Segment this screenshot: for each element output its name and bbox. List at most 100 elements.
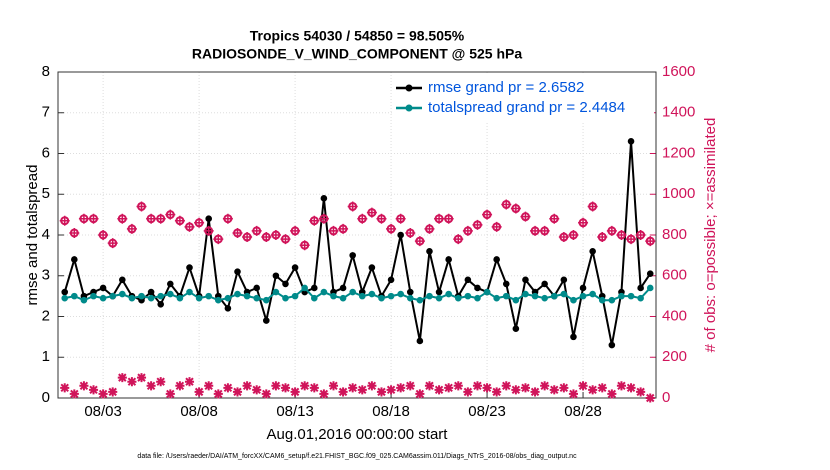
point [282, 280, 289, 288]
y2-tick-label: 0 [662, 389, 670, 406]
point [627, 137, 635, 145]
footnote: data file: /Users/raeder/DAI/ATM_forcXX/… [137, 453, 577, 460]
point [637, 284, 644, 292]
assimilated-marker [204, 381, 214, 391]
possible-cross [309, 215, 320, 226]
possible-cross [549, 213, 560, 224]
assimilated-marker [386, 385, 396, 395]
possible-cross [98, 230, 109, 240]
point [512, 296, 520, 304]
assimilated-marker [367, 381, 377, 391]
assimilated-marker [568, 389, 579, 399]
plot-frame [57, 71, 657, 399]
assimilated-marker [271, 381, 281, 391]
assimilated-marker [232, 387, 243, 397]
point [349, 252, 356, 259]
assimilated-marker [472, 381, 483, 391]
point [71, 292, 78, 300]
assimilated-marker [194, 387, 204, 397]
possible-cross [203, 225, 214, 236]
point [234, 290, 241, 298]
possible-cross [261, 232, 272, 243]
y-tick-label: 7 [42, 104, 50, 121]
point [320, 195, 328, 202]
point [570, 333, 577, 341]
point [90, 292, 97, 300]
point [157, 300, 165, 308]
point [474, 284, 481, 292]
assimilated-marker [626, 383, 636, 393]
x-tick-label: 08/28 [564, 403, 602, 420]
possible-cross [78, 213, 89, 224]
point [464, 276, 472, 284]
assimilated-marker [338, 387, 348, 397]
possible-cross [338, 223, 349, 234]
assimilated-marker [482, 383, 492, 393]
legend-label: totalspread grand pr = 2.4484 [428, 99, 625, 116]
legend-marker [405, 104, 413, 112]
assimilated-marker [597, 383, 607, 393]
point [339, 294, 347, 302]
assimilated-marker [328, 381, 339, 391]
x-tick-label: 08/18 [372, 403, 410, 420]
assimilated-marker [309, 383, 319, 393]
assimilated-marker [348, 383, 358, 393]
point [291, 292, 299, 300]
y-tick-label: 0 [42, 389, 50, 406]
point [224, 305, 232, 312]
point [522, 276, 529, 284]
point [387, 292, 395, 300]
assimilated-marker [376, 387, 387, 397]
possible-cross [107, 238, 118, 249]
possible-cross [347, 201, 358, 212]
point [253, 294, 260, 302]
point [560, 290, 568, 298]
possible-cross [616, 230, 627, 240]
point [138, 292, 145, 300]
assimilated-marker [588, 385, 598, 395]
assimilated-marker [492, 387, 502, 397]
point [358, 292, 366, 300]
y2-tick-label: 200 [662, 348, 687, 365]
assimilated-marker [357, 385, 367, 395]
y2-tick-label: 800 [662, 226, 687, 243]
point [167, 280, 174, 288]
point [262, 296, 270, 304]
assimilated-marker [636, 387, 646, 397]
y2-tick-label: 1600 [662, 63, 695, 80]
assimilated-marker [79, 381, 89, 391]
assimilated-marker [530, 387, 540, 397]
point [598, 296, 606, 304]
assimilated-marker [88, 385, 99, 395]
possible-cross [501, 199, 512, 210]
point [205, 292, 212, 300]
point [147, 294, 155, 302]
y2-tick-label: 400 [662, 307, 687, 324]
point [502, 292, 510, 300]
point [493, 256, 500, 263]
possible-cross [146, 213, 157, 224]
assimilated-marker [223, 383, 233, 393]
assimilated-marker [549, 385, 559, 395]
possible-cross [606, 225, 617, 236]
point [416, 337, 424, 345]
point [541, 294, 548, 302]
possible-cross [520, 211, 531, 222]
point [589, 248, 596, 255]
point [272, 288, 280, 296]
point [406, 288, 414, 296]
point [560, 276, 568, 284]
point [464, 292, 472, 300]
assimilated-marker [127, 377, 137, 387]
point [262, 317, 270, 324]
point [454, 294, 462, 302]
possible-cross [376, 213, 387, 224]
possible-cross [414, 236, 425, 247]
possible-cross [280, 234, 291, 245]
possible-cross [155, 213, 166, 224]
assimilated-marker [146, 381, 156, 391]
point [416, 296, 424, 304]
point [445, 256, 452, 263]
possible-cross [453, 234, 464, 245]
assimilated-marker [108, 387, 118, 397]
